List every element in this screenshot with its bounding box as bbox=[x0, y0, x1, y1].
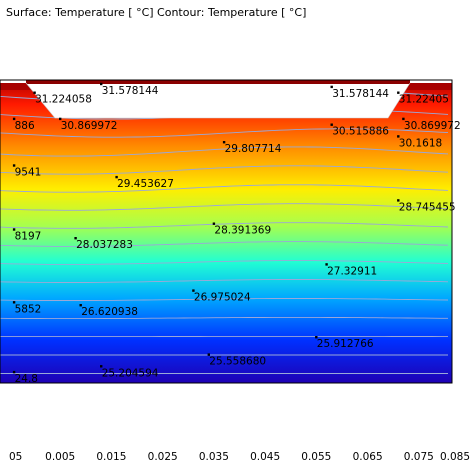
contour-label-marker bbox=[74, 237, 77, 240]
contour-label-marker bbox=[330, 123, 333, 126]
contour-label-marker bbox=[397, 135, 400, 138]
top-boundary bbox=[26, 80, 410, 84]
contour-label: 26.620938 bbox=[81, 306, 138, 318]
contour-line bbox=[0, 241, 449, 247]
contour-label-marker bbox=[33, 91, 36, 94]
contour-line bbox=[0, 298, 449, 301]
contour-label-marker bbox=[397, 91, 400, 94]
contour-line bbox=[0, 165, 449, 175]
contour-line bbox=[0, 260, 449, 265]
contour-label-marker bbox=[79, 304, 82, 307]
contour-label: 30.515886 bbox=[332, 126, 389, 138]
contour-label: 25.204594 bbox=[102, 367, 159, 379]
contour-label: 5852 bbox=[15, 303, 42, 315]
contour-line bbox=[0, 316, 448, 320]
contour-label: 9541 bbox=[15, 167, 42, 179]
contour-label-marker bbox=[12, 370, 16, 374]
x-tick-label: 0.085 bbox=[440, 451, 470, 463]
contour-label-marker bbox=[115, 175, 118, 179]
x-tick-label: 0.005 bbox=[45, 451, 75, 463]
x-tick-label: 0.025 bbox=[148, 451, 178, 463]
contour-label-marker bbox=[12, 301, 16, 304]
x-tick-label: 0.055 bbox=[301, 451, 331, 463]
x-tick-label: 0.045 bbox=[250, 451, 280, 463]
contour-label: 29.453627 bbox=[117, 178, 174, 190]
contour-label-marker bbox=[12, 117, 16, 121]
contour-line bbox=[0, 128, 449, 138]
plot-title: Surface: Temperature [ °C] Contour: Temp… bbox=[6, 6, 307, 19]
contour-label-marker bbox=[59, 117, 62, 121]
contour-label: 31.224058 bbox=[35, 94, 92, 106]
contour-label-marker bbox=[325, 263, 328, 266]
contour-label: 30.869972 bbox=[404, 120, 461, 132]
contour-label-marker bbox=[212, 222, 216, 225]
contour-label: 25.912766 bbox=[317, 338, 374, 350]
contour-label-marker bbox=[330, 85, 333, 89]
contour-label: 8197 bbox=[15, 231, 42, 243]
contour-label-marker bbox=[12, 228, 16, 231]
contour-label: 31.578144 bbox=[102, 85, 159, 97]
contour-label: 30.1618 bbox=[399, 137, 442, 149]
contour-label: 26.975024 bbox=[194, 292, 251, 304]
contour-label-marker bbox=[207, 353, 210, 356]
heatmap-surface bbox=[0, 83, 452, 383]
x-tick-label: 05 bbox=[9, 451, 22, 463]
contour-label-marker bbox=[100, 365, 103, 368]
contour-label: 25.558680 bbox=[209, 356, 266, 368]
contour-label: 28.391369 bbox=[214, 225, 271, 237]
contour-label: 28.745455 bbox=[399, 201, 456, 213]
x-axis: 05 0.005 0.015 0.025 0.035 0.045 0.055 0.065 0.0… bbox=[9, 451, 470, 463]
contour-label-marker bbox=[100, 82, 103, 86]
contour-line bbox=[0, 146, 449, 157]
contour-label-marker bbox=[402, 117, 405, 121]
contour-line bbox=[0, 279, 449, 283]
contour-label-marker bbox=[12, 164, 16, 167]
contour-label: 29.807714 bbox=[225, 143, 282, 155]
contour-label: 886 bbox=[15, 120, 35, 132]
contour-label-marker bbox=[192, 289, 195, 292]
contour-labels: 31.224058 31.578144 31.578144 31.22405 886 30… bbox=[12, 82, 461, 385]
contour-label: 30.869972 bbox=[61, 120, 118, 132]
contour-line bbox=[0, 203, 449, 211]
contour-label: 27.32911 bbox=[327, 265, 377, 277]
contour-label: 24.8 bbox=[15, 373, 38, 385]
cutout-edge bbox=[25, 82, 411, 119]
contour-label: 31.578144 bbox=[332, 88, 389, 100]
x-tick-label: 0.035 bbox=[199, 451, 229, 463]
x-tick-label: 0.065 bbox=[353, 451, 383, 463]
contour-label-marker bbox=[397, 199, 400, 202]
x-tick-label: 0.015 bbox=[96, 451, 126, 463]
contour-line bbox=[0, 222, 449, 229]
x-tick-label: 0.075 bbox=[404, 451, 434, 463]
contour-label-marker bbox=[222, 141, 226, 144]
contour-label: 28.037283 bbox=[76, 239, 133, 251]
plot-frame bbox=[0, 79, 453, 384]
contour-line bbox=[0, 184, 449, 193]
contour-label: 31.22405 bbox=[399, 94, 449, 106]
contour-label-marker bbox=[315, 336, 318, 339]
